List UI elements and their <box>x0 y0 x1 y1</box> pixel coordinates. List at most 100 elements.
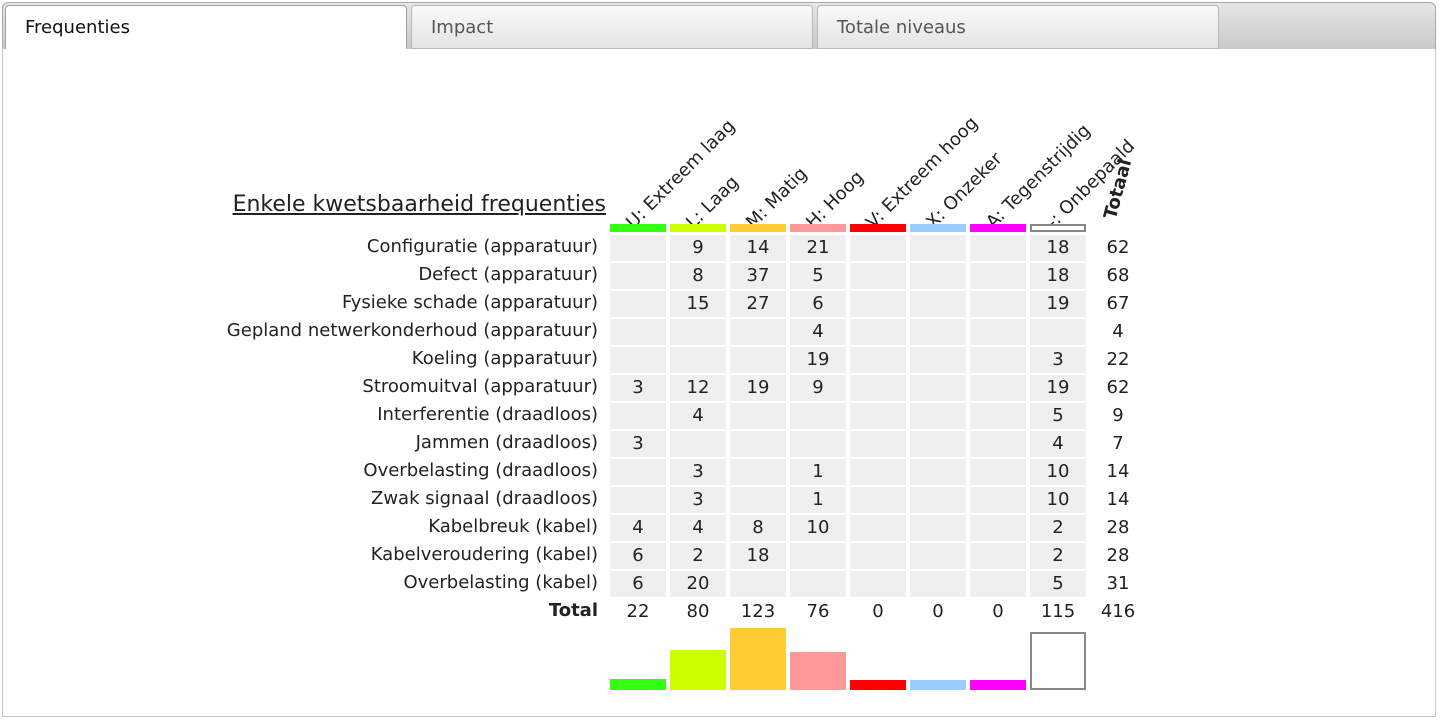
total-bar <box>790 652 846 690</box>
table-cell <box>850 571 906 597</box>
table-cell <box>730 403 786 429</box>
row-total: 14 <box>1106 489 1130 510</box>
table-cell: 9 <box>670 235 726 261</box>
table-cell <box>910 431 966 457</box>
table-cell <box>850 543 906 569</box>
table-cell <box>610 347 666 373</box>
table-cell: 8 <box>670 263 726 289</box>
table-cell: 9 <box>790 375 846 401</box>
table-cell <box>910 571 966 597</box>
table-cell: 3 <box>670 487 726 513</box>
table-cell <box>970 319 1026 345</box>
table-cell <box>910 235 966 261</box>
column-color-swatch <box>730 224 786 232</box>
table-cell: 20 <box>670 571 726 597</box>
table-cell: 6 <box>790 291 846 317</box>
table-cell <box>910 515 966 541</box>
table-cell <box>670 319 726 345</box>
row-total: 9 <box>1112 405 1124 426</box>
totals-label: Total <box>548 600 598 621</box>
table-cell: 27 <box>730 291 786 317</box>
table-cell: 37 <box>730 263 786 289</box>
row-total: 62 <box>1106 377 1130 398</box>
table-cell <box>610 235 666 261</box>
table-cell <box>850 487 906 513</box>
table-cell <box>850 319 906 345</box>
column-total: 22 <box>626 601 650 622</box>
table-cell <box>1030 319 1086 345</box>
table-cell <box>730 459 786 485</box>
row-total: 68 <box>1106 265 1130 286</box>
table-cell: 2 <box>670 543 726 569</box>
table-cell <box>850 403 906 429</box>
table-cell <box>850 515 906 541</box>
table-cell <box>910 459 966 485</box>
table-cell <box>610 291 666 317</box>
table-cell: 4 <box>670 403 726 429</box>
column-total: 0 <box>932 601 944 622</box>
tab-totale-niveaus[interactable]: Totale niveaus <box>817 5 1219 49</box>
table-cell <box>910 543 966 569</box>
table-cell: 1 <box>790 487 846 513</box>
table-cell: 3 <box>1030 347 1086 373</box>
column-total: 0 <box>992 601 1004 622</box>
table-cell: 5 <box>1030 571 1086 597</box>
table-cell <box>970 403 1026 429</box>
table-cell <box>970 291 1026 317</box>
table-cell <box>610 459 666 485</box>
table-cell: 10 <box>1030 487 1086 513</box>
table-cell: 2 <box>1030 515 1086 541</box>
table-cell: 4 <box>610 515 666 541</box>
column-color-swatch <box>790 224 846 232</box>
row-total: 67 <box>1106 293 1130 314</box>
row-label: Zwak signaal (draadloos) <box>371 488 598 509</box>
total-bar <box>1030 632 1086 690</box>
table-cell: 10 <box>1030 459 1086 485</box>
total-bar <box>670 650 726 690</box>
table-cell: 6 <box>610 543 666 569</box>
row-label: Interferentie (draadloos) <box>377 404 598 425</box>
table-cell <box>730 571 786 597</box>
column-color-swatch <box>670 224 726 232</box>
table-cell <box>730 347 786 373</box>
table-cell <box>790 431 846 457</box>
table-cell <box>850 459 906 485</box>
table-cell <box>850 347 906 373</box>
table-cell: 18 <box>1030 263 1086 289</box>
tab-impact[interactable]: Impact <box>411 5 813 49</box>
row-total: 22 <box>1106 349 1130 370</box>
tab-frequenties[interactable]: Frequenties <box>5 5 407 50</box>
table-cell <box>910 375 966 401</box>
table-cell: 4 <box>790 319 846 345</box>
table-cell: 4 <box>670 515 726 541</box>
table-cell <box>970 543 1026 569</box>
column-color-swatch <box>610 224 666 232</box>
table-title: Enkele kwetsbaarheid frequenties <box>232 192 606 217</box>
row-label: Overbelasting (draadloos) <box>363 460 598 481</box>
table-cell <box>610 403 666 429</box>
table-cell <box>910 319 966 345</box>
row-total: 28 <box>1106 517 1130 538</box>
table-cell <box>970 431 1026 457</box>
table-cell: 3 <box>670 459 726 485</box>
total-bar <box>730 628 786 690</box>
table-cell <box>670 431 726 457</box>
table-cell <box>850 235 906 261</box>
table-cell: 19 <box>730 375 786 401</box>
row-label: Overbelasting (kabel) <box>403 572 598 593</box>
table-cell: 12 <box>670 375 726 401</box>
table-cell: 15 <box>670 291 726 317</box>
table-cell <box>730 487 786 513</box>
table-cell: 5 <box>1030 403 1086 429</box>
table-cell <box>970 571 1026 597</box>
table-cell <box>850 291 906 317</box>
table-cell <box>970 263 1026 289</box>
total-bar <box>970 680 1026 690</box>
column-color-swatch <box>850 224 906 232</box>
row-label: Stroomuitval (apparatuur) <box>362 376 598 397</box>
table-cell <box>910 403 966 429</box>
table-cell <box>790 571 846 597</box>
table-cell <box>970 487 1026 513</box>
column-color-swatch <box>1030 224 1086 232</box>
table-cell: 1 <box>790 459 846 485</box>
